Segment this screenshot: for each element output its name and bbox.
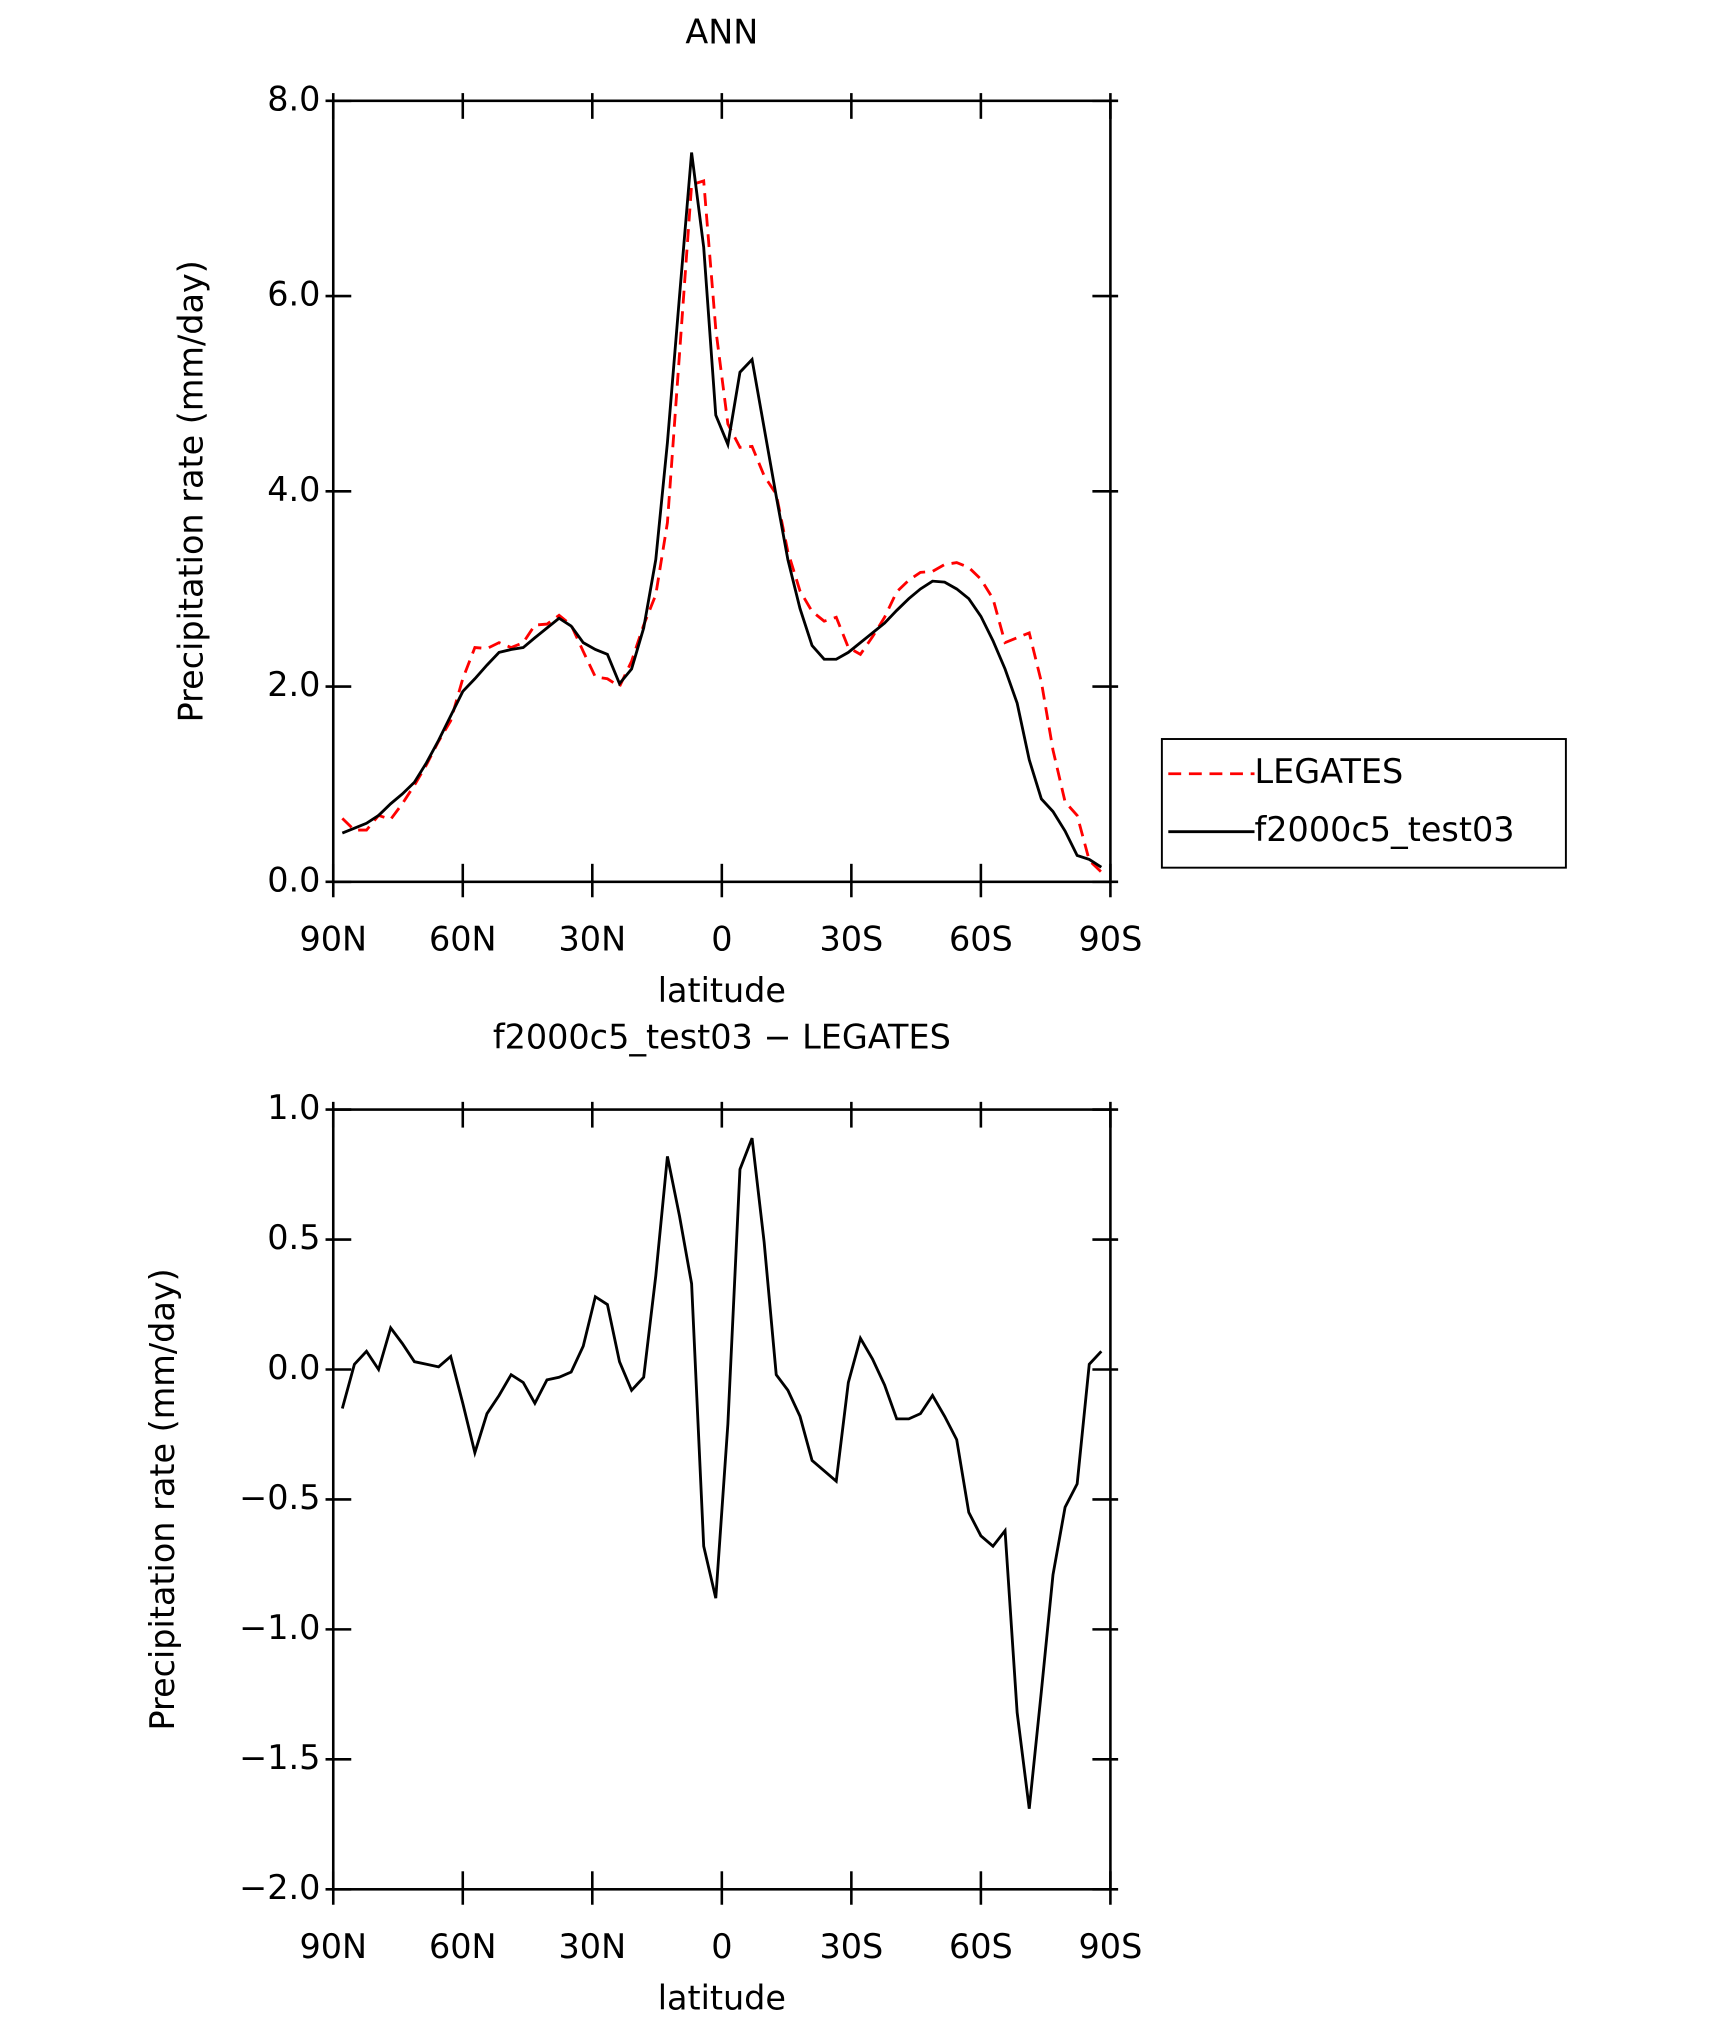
plot-frame: [331, 99, 1112, 884]
chart-title: ANN: [685, 12, 758, 51]
x-tick-label: 0: [711, 1927, 732, 1966]
y-tick-label: −1.5: [239, 1738, 320, 1777]
x-tick-label: 60S: [949, 920, 1013, 959]
x-tick-label: 0: [711, 920, 732, 959]
y-tick-label: 0.0: [267, 1348, 320, 1387]
y-tick-label: −2.0: [239, 1868, 320, 1907]
x-tick-label: 90S: [1079, 920, 1143, 959]
y-tick-label: −1.0: [239, 1608, 320, 1647]
y-tick-label: 4.0: [267, 470, 320, 509]
legend-box: [1160, 738, 1567, 869]
data-line: [340, 1137, 1103, 1809]
chart-title: f2000c5_test03 − LEGATES: [493, 1017, 951, 1056]
x-tick-label: 60S: [949, 1927, 1013, 1966]
data-line: [341, 152, 1103, 869]
x-tick-label: 90S: [1079, 1927, 1143, 1966]
x-tick-label: 60N: [429, 1927, 497, 1966]
x-tick-label: 30S: [819, 920, 883, 959]
y-axis-label: Precipitation rate (mm/day): [143, 1268, 182, 1730]
y-tick-label: 2.0: [267, 665, 320, 704]
x-tick-label: 60N: [429, 920, 497, 959]
data-line: [341, 178, 1103, 874]
y-axis-label: Precipitation rate (mm/day): [172, 260, 211, 722]
y-tick-label: 8.0: [267, 79, 320, 118]
x-tick-label: 30S: [819, 1927, 883, 1966]
x-tick-label: 90N: [299, 1927, 367, 1966]
x-tick-label: 30N: [559, 920, 627, 959]
x-axis-label: latitude: [658, 971, 786, 1010]
legend-label: LEGATES: [1255, 752, 1404, 791]
y-tick-label: 0.0: [267, 860, 320, 899]
y-tick-label: −0.5: [239, 1478, 320, 1517]
y-tick-label: 1.0: [267, 1088, 320, 1127]
y-tick-label: 6.0: [267, 275, 320, 314]
legend-label: f2000c5_test03: [1255, 810, 1515, 849]
y-tick-label: 0.5: [267, 1218, 320, 1257]
x-tick-label: 30N: [559, 1927, 627, 1966]
x-axis-label: latitude: [658, 1978, 786, 2017]
x-tick-label: 90N: [299, 920, 367, 959]
